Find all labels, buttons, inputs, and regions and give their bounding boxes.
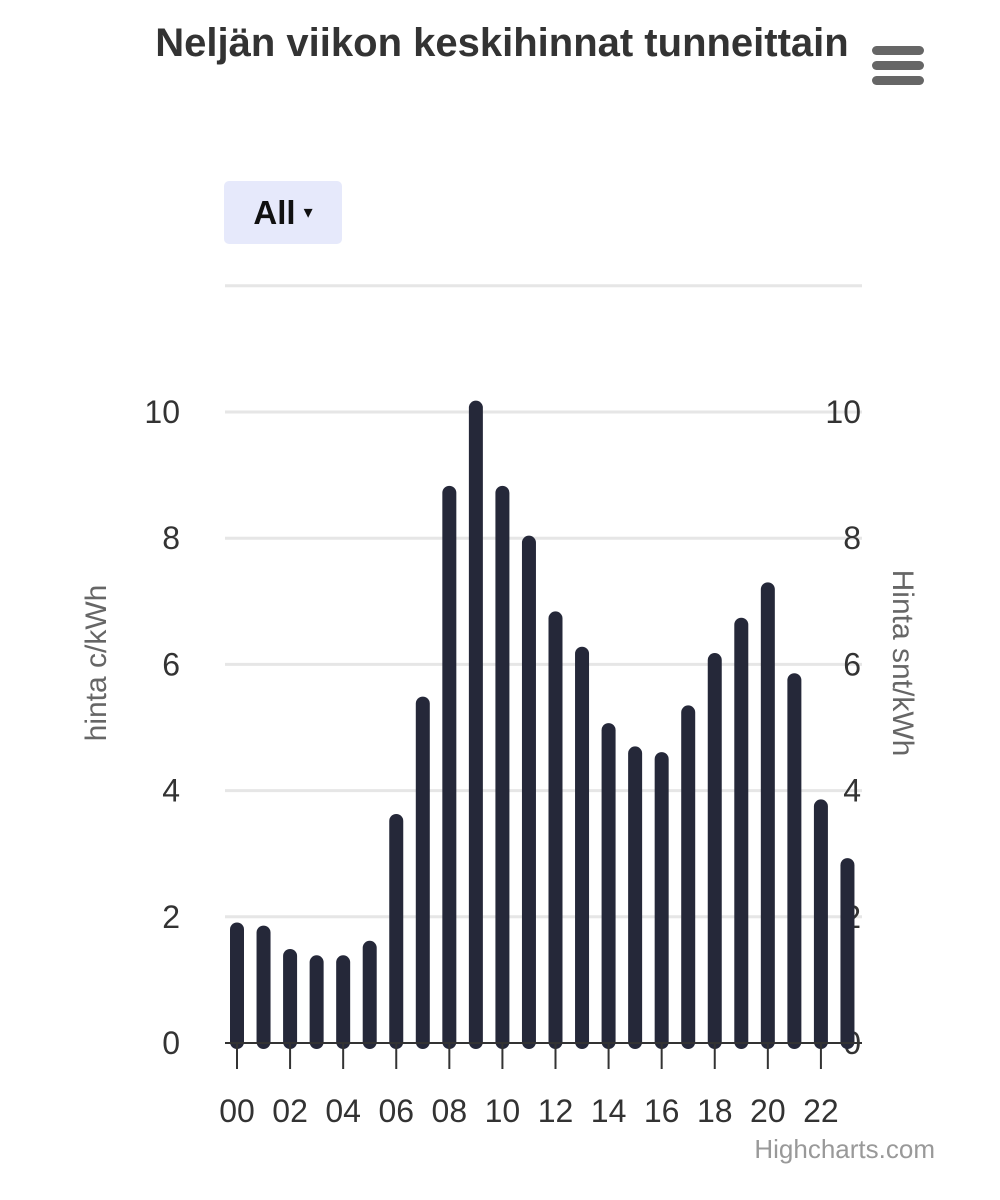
bar-hour-11[interactable] bbox=[521, 535, 536, 1049]
y-tick-label-right: 10 bbox=[825, 394, 861, 430]
bar-hour-05[interactable] bbox=[362, 940, 377, 1049]
y-tick-label-right: 6 bbox=[843, 646, 861, 682]
bar-hour-18[interactable] bbox=[707, 653, 722, 1049]
y-axis-title-left: hinta c/kWh bbox=[80, 585, 113, 742]
bar-hour-07[interactable] bbox=[415, 696, 430, 1049]
x-tick-label: 04 bbox=[325, 1093, 361, 1129]
bar-hour-02[interactable] bbox=[283, 948, 298, 1049]
filter-label: All bbox=[253, 193, 296, 231]
bar-hour-01[interactable] bbox=[256, 925, 271, 1049]
chevron-down-icon: ▾ bbox=[303, 202, 313, 222]
x-tick-label: 16 bbox=[644, 1093, 680, 1129]
filter-dropdown[interactable]: All ▾ bbox=[224, 181, 342, 244]
bar-hour-03[interactable] bbox=[309, 955, 324, 1049]
y-tick-label-left: 6 bbox=[162, 646, 180, 682]
y-tick-label-left: 8 bbox=[162, 520, 180, 556]
x-tick-label: 22 bbox=[803, 1093, 839, 1129]
y-tick-label-left: 2 bbox=[162, 899, 180, 935]
x-tick-label: 18 bbox=[697, 1093, 733, 1129]
bar-hour-19[interactable] bbox=[734, 617, 749, 1049]
bar-hour-14[interactable] bbox=[601, 723, 616, 1049]
bar-hour-13[interactable] bbox=[575, 646, 590, 1049]
bar-hour-09[interactable] bbox=[468, 400, 483, 1050]
x-tick-label: 12 bbox=[538, 1093, 574, 1129]
y-tick-label-left: 4 bbox=[162, 773, 180, 809]
chart-title: Neljän viikon keskihinnat tunneittain bbox=[155, 21, 849, 65]
bar-hour-06[interactable] bbox=[389, 813, 404, 1049]
hamburger-menu-icon[interactable] bbox=[872, 46, 924, 88]
x-tick-label: 08 bbox=[432, 1093, 468, 1129]
x-tick-label: 06 bbox=[378, 1093, 414, 1129]
bar-hour-23[interactable] bbox=[840, 858, 855, 1049]
bar-hour-20[interactable] bbox=[760, 582, 775, 1049]
x-tick-label: 00 bbox=[219, 1093, 255, 1129]
bar-hour-10[interactable] bbox=[495, 485, 510, 1049]
bar-hour-04[interactable] bbox=[336, 955, 351, 1049]
bar-hour-16[interactable] bbox=[654, 752, 669, 1049]
credits-link[interactable]: Highcharts.com bbox=[754, 1134, 935, 1164]
bar-hour-22[interactable] bbox=[813, 799, 828, 1049]
y-tick-label-right: 8 bbox=[843, 520, 861, 556]
bar-hour-15[interactable] bbox=[628, 746, 643, 1049]
x-tick-label: 20 bbox=[750, 1093, 786, 1129]
bar-hour-12[interactable] bbox=[548, 611, 563, 1049]
bar-hour-08[interactable] bbox=[442, 485, 457, 1049]
x-tick-label: 14 bbox=[591, 1093, 627, 1129]
y-tick-label-left: 0 bbox=[162, 1025, 180, 1061]
bar-hour-00[interactable] bbox=[230, 922, 244, 1049]
y-tick-label-left: 10 bbox=[144, 394, 180, 430]
bar-hour-21[interactable] bbox=[787, 673, 802, 1049]
bar-hour-17[interactable] bbox=[681, 705, 696, 1049]
x-tick-label: 02 bbox=[272, 1093, 308, 1129]
y-tick-label-right: 4 bbox=[843, 773, 861, 809]
x-tick-label: 10 bbox=[485, 1093, 521, 1129]
y-axis-title-right: Hinta snt/kWh bbox=[886, 570, 919, 757]
